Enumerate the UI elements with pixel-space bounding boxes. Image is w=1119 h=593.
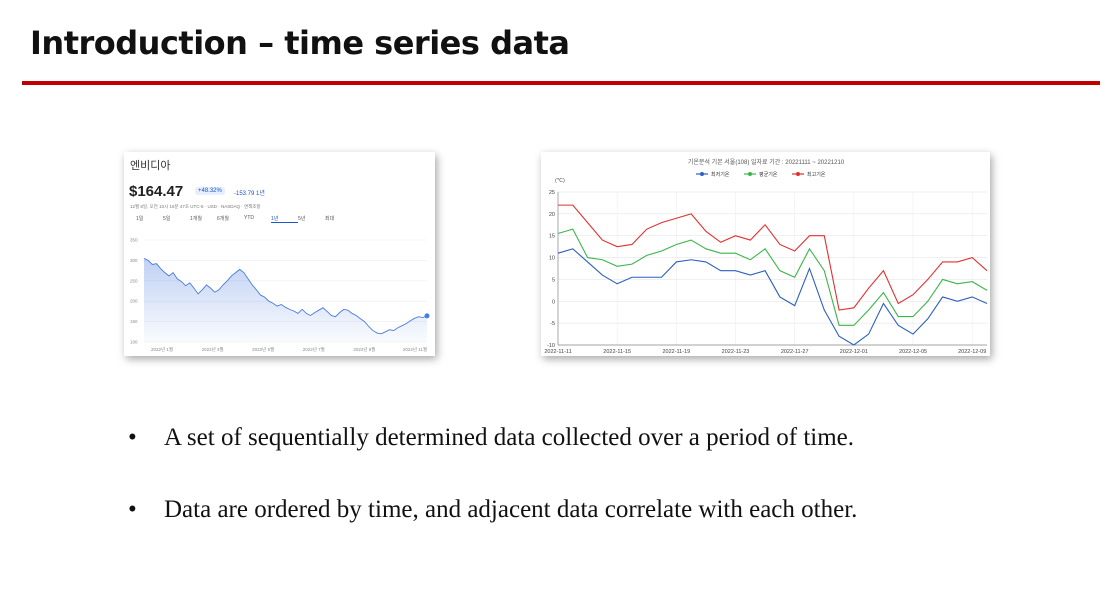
temperature-series-line [557, 228, 988, 326]
stock-price-chart: 350 300 250 200 150 100 2022년 1월 2022년 3월 2022년 … [130, 238, 430, 353]
stock-x-tick: 2022년 11월 [403, 346, 427, 353]
temperature-x-tick: 2022-11-27 [781, 349, 809, 355]
stock-meta: 12월 8일, 오전 10시 16분 47초 UTC-5 · USD · NAS… [130, 204, 261, 209]
range-tabs: 1일 5일 1개월 6개월 YTD 1년 5년 최대 [136, 215, 352, 223]
bullet-item: • A set of sequentially determined data … [128, 424, 857, 496]
slide-title: Introduction – time series data [30, 24, 570, 62]
temperature-chart-panel: 기온분석 기본 서울(108) 일자료 기간 : 20221111 ~ 2022… [541, 152, 990, 356]
temperature-x-tick: 2022-11-23 [722, 349, 750, 355]
legend-swatch-marker [748, 172, 752, 176]
legend-swatch-marker [796, 172, 800, 176]
stock-y-tick: 100 [130, 340, 138, 345]
legend-swatch-marker [700, 172, 704, 176]
temperature-series-line [557, 248, 988, 346]
temperature-y-tick: -5 [550, 321, 555, 327]
stock-area-fill [144, 258, 427, 342]
stock-y-tick: 150 [130, 319, 138, 324]
stock-price: $164.47 [129, 183, 184, 200]
temperature-y-tick: 10 [549, 256, 555, 262]
stock-y-tick: 300 [130, 258, 138, 263]
stock-change: -153.79 1년 [234, 191, 265, 197]
range-tab[interactable]: YTD [244, 215, 254, 221]
stock-percent-badge: +48.32% [195, 187, 225, 195]
temperature-x-tick: 2022-12-01 [840, 349, 868, 355]
range-tab-active[interactable]: 1년 [271, 215, 298, 223]
range-tab[interactable]: 1일 [136, 216, 144, 222]
temperature-x-tick: 2022-11-19 [662, 349, 690, 355]
temperature-y-label: (℃) [555, 178, 565, 184]
stock-y-tick: 350 [130, 238, 138, 243]
range-tab[interactable]: 6개월 [217, 216, 229, 222]
temperature-series-line [558, 204, 988, 311]
temperature-y-tick: 25 [549, 190, 555, 196]
bullet-list: • A set of sequentially determined data … [128, 424, 857, 568]
legend-entry: 최저기온 [711, 171, 730, 178]
temperature-y-tick: 15 [549, 234, 555, 240]
temperature-y-tick: 0 [552, 299, 555, 305]
stock-current-marker [424, 313, 430, 319]
legend-entry: 최고기온 [807, 171, 826, 178]
range-tab[interactable]: 1개월 [190, 216, 202, 222]
stock-x-tick: 2022년 3월 [202, 346, 224, 353]
range-tab[interactable]: 최대 [325, 216, 335, 222]
stock-name: 엔비디아 [130, 160, 171, 172]
stock-y-tick: 200 [130, 299, 138, 304]
temperature-x-tick: 2022-11-11 [544, 349, 571, 355]
legend-entry: 평균기온 [759, 171, 778, 178]
stock-chart-panel: 엔비디아 $164.47 +48.32% -153.79 1년 12월 8일, … [124, 152, 435, 356]
bullet-item: • Data are ordered by time, and adjacent… [128, 496, 857, 568]
temperature-x-tick: 2022-12-09 [958, 349, 986, 355]
temperature-chart-title: 기온분석 기본 서울(108) 일자료 기간 : 20221111 ~ 2022… [688, 158, 845, 166]
temperature-x-tick: 2022-12-05 [899, 349, 927, 355]
bullet-text: Data are ordered by time, and adjacent d… [164, 496, 858, 523]
temperature-line-chart: 기온분석 기본 서울(108) 일자료 기간 : 20221111 ~ 2022… [544, 158, 988, 355]
temperature-y-tick: 20 [549, 212, 555, 218]
stock-x-tick: 2022년 5월 [252, 346, 274, 353]
stock-x-tick: 2022년 7월 [303, 346, 325, 353]
temperature-x-tick: 2022-11-15 [603, 349, 631, 355]
range-tab[interactable]: 5일 [163, 216, 171, 222]
stock-y-tick: 250 [130, 278, 138, 283]
title-underline [22, 81, 1100, 85]
bullet-marker: • [128, 424, 137, 451]
bullet-text: A set of sequentially determined data co… [164, 424, 855, 451]
range-tab[interactable]: 5년 [298, 216, 306, 222]
stock-x-tick: 2022년 1월 [151, 346, 173, 353]
temperature-y-tick: 5 [552, 277, 555, 283]
temperature-y-tick: -10 [547, 343, 555, 349]
stock-x-tick: 2022년 9월 [353, 346, 375, 353]
bullet-marker: • [128, 496, 137, 523]
